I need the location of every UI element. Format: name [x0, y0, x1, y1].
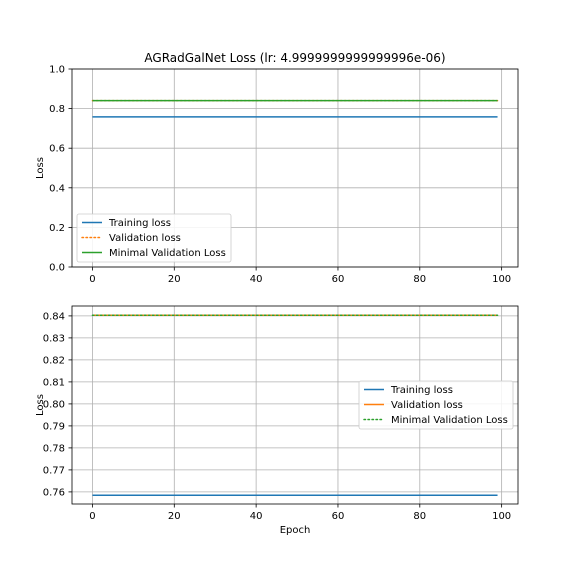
legend-label-3: Minimal Validation Loss — [109, 248, 226, 259]
x-tick-label: 60 — [332, 511, 345, 522]
legend-label-2: Validation loss — [109, 233, 181, 244]
y-tick-label: 0.0 — [49, 263, 65, 274]
subplot-2: 0 20 40 60 80 100 0.76 0.77 0.78 0.79 0.80 0.81 0.82… — [35, 305, 519, 536]
x-tick-label: 40 — [250, 511, 263, 522]
y-axis-label: Loss — [35, 157, 46, 179]
legend: Training loss Validation loss Minimal Vali… — [76, 213, 232, 263]
y-tick-label: 0.6 — [49, 144, 65, 155]
x-tick-label: 20 — [168, 511, 181, 522]
y-tick-label: 0.8 — [49, 104, 65, 115]
x-tick-label: 80 — [413, 511, 426, 522]
legend-label-3: Minimal Validation Loss — [391, 415, 508, 426]
y-tick-label: 0.84 — [43, 311, 65, 322]
y-axis-label: Loss — [35, 394, 46, 416]
y-tick-label: 0.76 — [43, 487, 65, 498]
legend-box — [76, 213, 232, 263]
legend-label-1: Training loss — [108, 218, 171, 229]
legend-label-2: Validation loss — [391, 400, 463, 411]
x-tick-label: 100 — [492, 274, 511, 285]
y-tick-label: 0.81 — [43, 377, 65, 388]
y-tick-label: 0.83 — [43, 333, 65, 344]
subplot-1: 0 20 40 60 80 100 0.0 0.2 0.4 0.6 0.8 1.0 AGRadGalNe… — [35, 51, 519, 285]
x-tick-label: 20 — [168, 274, 181, 285]
y-tick-label: 0.82 — [43, 355, 65, 366]
y-tick-label: 0.77 — [43, 465, 65, 476]
x-tick-label: 60 — [332, 274, 345, 285]
plot-frame — [71, 68, 519, 268]
y-tick-label: 0.79 — [43, 421, 65, 432]
x-tick-label: 80 — [413, 274, 426, 285]
y-tick-label: 1.0 — [49, 65, 65, 76]
x-tick-label: 40 — [250, 274, 263, 285]
y-tick-label: 0.80 — [43, 399, 65, 410]
x-axis-label: Epoch — [280, 525, 311, 536]
x-tick-label: 100 — [492, 511, 511, 522]
y-tick-label: 0.2 — [49, 223, 65, 234]
y-tick-label: 0.78 — [43, 443, 65, 454]
chart-title: AGRadGalNet Loss (lr: 4.9999999999999996… — [144, 51, 445, 65]
legend-box — [358, 380, 514, 430]
legend-label-1: Training loss — [390, 385, 453, 396]
legend: Training loss Validation loss Minimal Vali… — [358, 380, 514, 430]
x-tick-label: 0 — [89, 274, 95, 285]
x-tick-label: 0 — [89, 511, 95, 522]
y-tick-label: 0.4 — [49, 183, 65, 194]
plot-frame — [71, 305, 519, 505]
